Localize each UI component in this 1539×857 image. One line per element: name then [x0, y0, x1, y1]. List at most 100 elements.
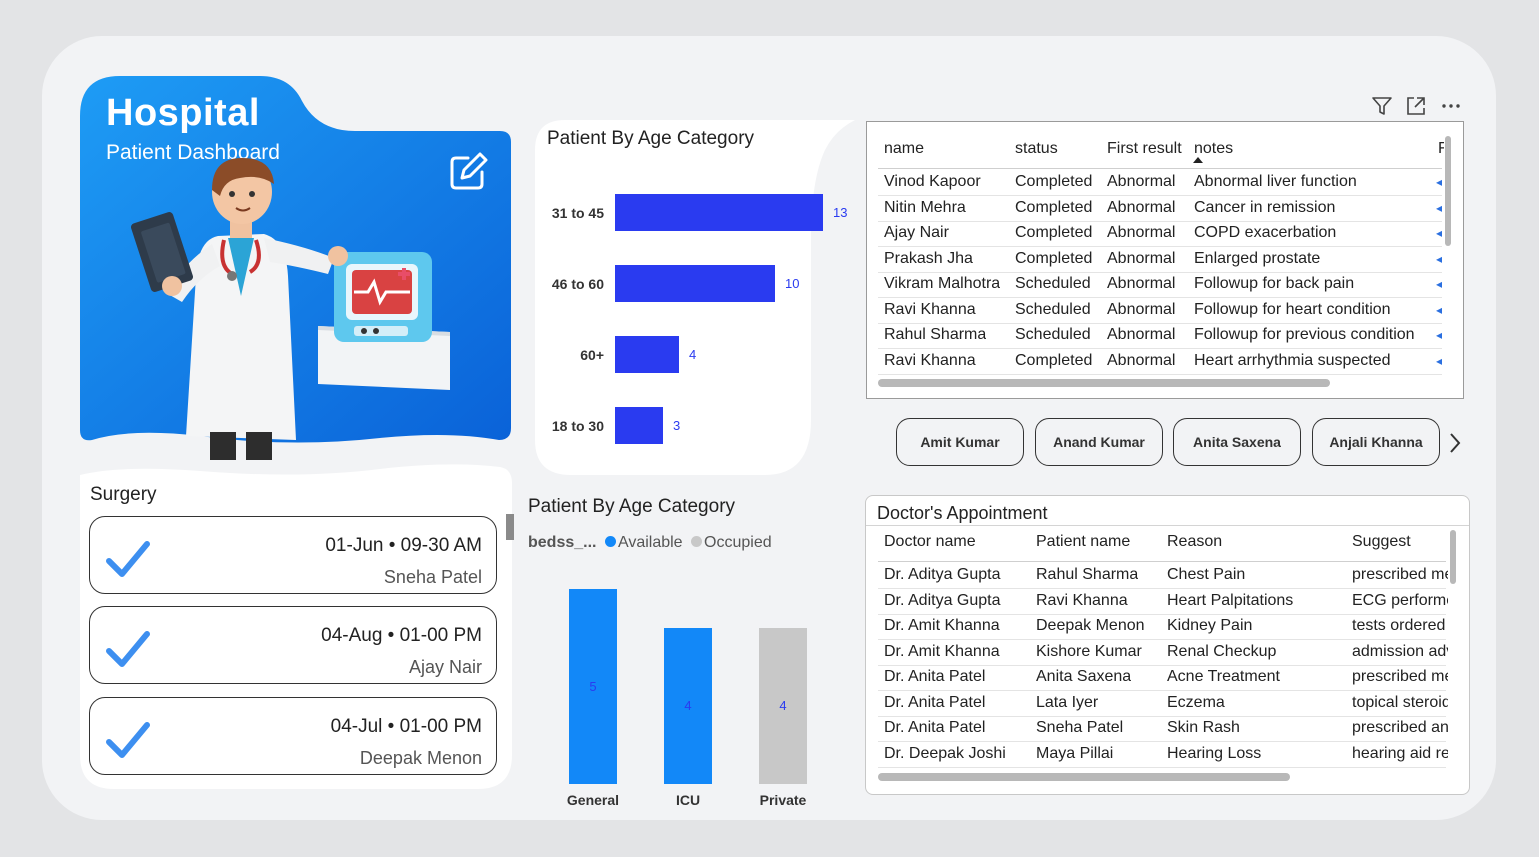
doctor-slicer-item[interactable]: Anand Kumar — [1035, 418, 1163, 466]
table-row[interactable]: Ravi Khanna Scheduled Abnormal Followup for… — [884, 301, 1448, 323]
table-cell: Renal Checkup — [1167, 642, 1277, 660]
table-row[interactable]: Dr. Anita Patel Lata Iyer Eczema topical st… — [884, 694, 1452, 716]
column-header-name[interactable]: name — [884, 140, 925, 157]
table-row[interactable]: Vinod Kapoor Completed Abnormal Abnormal li… — [884, 173, 1448, 195]
surgery-card[interactable]: 01-Jun • 09-30 AM Sneha Patel — [89, 516, 497, 594]
legend-dot-available — [604, 536, 616, 548]
bar-category-label: 60+ — [580, 347, 604, 363]
table-cell: admission adv — [1352, 642, 1448, 660]
surgery-card[interactable]: 04-Aug • 01-00 PM Ajay Nair — [89, 606, 497, 684]
column-value-label: 5 — [589, 678, 597, 694]
column-bar[interactable] — [664, 628, 712, 784]
column-header-notes[interactable]: notes — [1194, 140, 1234, 157]
table-cell: Rahul Sharma — [1036, 566, 1139, 583]
doctor-slicer-item[interactable]: Amit Kumar — [896, 418, 1024, 466]
table-row[interactable]: Vikram Malhotra Scheduled Abnormal Followup… — [884, 275, 1448, 297]
table-row[interactable]: Ajay Nair Completed Abnormal COPD exacerbat… — [884, 224, 1448, 246]
surgery-title: Surgery — [90, 484, 157, 505]
filter-icon[interactable] — [1371, 95, 1393, 117]
row-expand-icon[interactable]: ◂ — [1436, 302, 1443, 317]
row-divider — [878, 690, 1446, 691]
bar[interactable] — [615, 194, 823, 231]
row-expand-icon[interactable]: ◂ — [1436, 200, 1443, 215]
row-expand-icon[interactable]: ◂ — [1436, 328, 1443, 342]
bed-column-chart: 5 General 4 ICU 4 Private — [540, 560, 840, 810]
table-row[interactable]: Nitin Mehra Completed Abnormal Cancer in re… — [884, 199, 1448, 221]
table-row[interactable]: Prakash Jha Completed Abnormal Enlarged pro… — [884, 250, 1448, 272]
column-header-first-result[interactable]: First result — [1107, 140, 1182, 157]
table-row[interactable]: Dr. Aditya Gupta Ravi Khanna Heart Palpita… — [884, 592, 1452, 614]
column-bar[interactable] — [569, 589, 617, 784]
row-divider — [878, 348, 1442, 349]
table-cell: Abnormal — [1107, 275, 1176, 292]
row-expand-icon[interactable]: ◂ — [1436, 353, 1443, 368]
edit-icon[interactable] — [448, 152, 488, 192]
table-cell: Completed — [1015, 351, 1093, 369]
checkmark-icon — [106, 631, 150, 667]
doctor-slicer-item[interactable]: Anjali Khanna — [1312, 418, 1440, 466]
patients-table — [866, 121, 1464, 399]
column-header-suggest[interactable]: Suggest — [1352, 533, 1411, 550]
column-header-patient-name[interactable]: Patient name — [1036, 533, 1131, 550]
bar-value-label: 3 — [673, 418, 681, 433]
table-cell: Anita Saxena — [1036, 668, 1132, 685]
appointments-horizontal-scrollbar[interactable] — [878, 773, 1290, 781]
title-divider — [866, 525, 1469, 526]
appointments-title: Doctor's Appointment — [877, 503, 1048, 523]
row-divider — [878, 373, 1442, 375]
table-cell: Skin Rash — [1167, 719, 1240, 736]
row-expand-icon[interactable]: ◂ — [1436, 175, 1443, 189]
more-options-icon[interactable] — [1440, 95, 1462, 117]
row-divider — [878, 297, 1442, 298]
age-bar-chart: 31 to 45 13 46 to 60 10 60+ 4 18 to 30 3 — [540, 180, 860, 460]
column-header-f[interactable]: F — [1438, 140, 1444, 157]
row-divider — [878, 741, 1446, 742]
table-row[interactable]: Dr. Anita Patel Sneha Patel Skin Rash presc… — [884, 719, 1452, 741]
chevron-right-icon[interactable] — [1448, 432, 1462, 454]
table-cell: Maya Pillai — [1036, 744, 1114, 762]
table-cell: Hearing Loss — [1167, 744, 1262, 762]
column-header-status[interactable]: status — [1015, 140, 1058, 157]
bar[interactable] — [615, 265, 775, 302]
patients-vertical-scrollbar[interactable] — [1445, 136, 1451, 246]
table-row[interactable]: Dr. Deepak Joshi Maya Pillai Hearing Loss h… — [884, 745, 1452, 767]
row-divider — [878, 639, 1446, 640]
row-expand-icon[interactable]: ◂ — [1436, 277, 1443, 291]
table-cell: Vinod Kapoor — [884, 173, 981, 190]
surgery-scrollbar[interactable] — [506, 514, 514, 540]
column-header-doctor-name[interactable]: Doctor name — [884, 533, 976, 550]
table-row[interactable]: Dr. Amit Khanna Deepak Menon Kidney Pain te… — [884, 617, 1452, 639]
legend-available: Available — [617, 534, 683, 551]
row-expand-icon[interactable]: ◂ — [1436, 251, 1443, 266]
table-row[interactable]: Dr. Aditya Gupta Rahul Sharma Chest Pain pr… — [884, 566, 1452, 588]
table-row[interactable]: Dr. Amit Khanna Kishore Kumar Renal Checku… — [884, 643, 1452, 665]
bar-category-label: 46 to 60 — [551, 276, 604, 292]
row-divider — [878, 715, 1446, 717]
appointments-vertical-scrollbar[interactable] — [1450, 530, 1456, 584]
surgery-card[interactable]: 04-Jul • 01-00 PM Deepak Menon — [89, 697, 497, 775]
doctor-slicer-item[interactable]: Anita Saxena — [1173, 418, 1301, 466]
bar-category-label: 18 to 30 — [551, 418, 604, 434]
table-cell: Dr. Anita Patel — [884, 719, 986, 736]
bed-chart-title: Patient By Age Category — [528, 496, 736, 517]
column-header-reason[interactable]: Reason — [1167, 533, 1223, 550]
column-bar[interactable] — [759, 628, 807, 784]
row-expand-icon[interactable]: ◂ — [1436, 226, 1443, 240]
table-cell: Completed — [1015, 224, 1093, 241]
table-cell: Dr. Amit Khanna — [884, 642, 1000, 660]
focus-mode-icon[interactable] — [1405, 95, 1427, 117]
table-cell: Eczema — [1167, 693, 1225, 711]
appointments-panel — [865, 495, 1470, 795]
table-cell: Followup for previous condition — [1194, 326, 1415, 343]
table-cell: Ravi Khanna — [884, 300, 976, 318]
table-cell: Scheduled — [1015, 300, 1091, 318]
bar[interactable] — [615, 336, 679, 373]
table-cell: Vikram Malhotra — [884, 275, 1001, 292]
table-row[interactable]: Rahul Sharma Scheduled Abnormal Followup fo… — [884, 326, 1448, 348]
table-row[interactable]: Dr. Anita Patel Anita Saxena Acne Treatmen… — [884, 668, 1452, 690]
table-row[interactable]: Ravi Khanna Completed Abnormal Heart arrhyt… — [884, 352, 1448, 374]
patients-horizontal-scrollbar[interactable] — [878, 379, 1330, 387]
table-cell: Abnormal liver function — [1194, 173, 1357, 190]
bar[interactable] — [615, 407, 663, 444]
table-cell: prescribed an — [1352, 719, 1448, 736]
